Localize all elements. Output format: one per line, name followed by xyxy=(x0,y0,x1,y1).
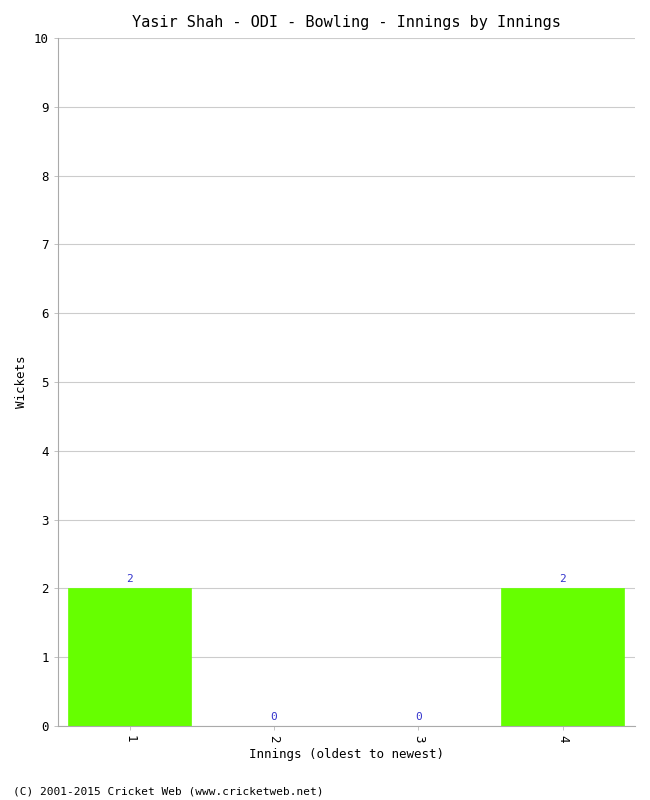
Bar xyxy=(68,588,191,726)
X-axis label: Innings (oldest to newest): Innings (oldest to newest) xyxy=(249,748,444,761)
Text: 0: 0 xyxy=(271,712,278,722)
Y-axis label: Wickets: Wickets xyxy=(15,356,28,408)
Text: 0: 0 xyxy=(415,712,422,722)
Text: 2: 2 xyxy=(560,574,566,584)
Text: (C) 2001-2015 Cricket Web (www.cricketweb.net): (C) 2001-2015 Cricket Web (www.cricketwe… xyxy=(13,786,324,796)
Text: 2: 2 xyxy=(126,574,133,584)
Title: Yasir Shah - ODI - Bowling - Innings by Innings: Yasir Shah - ODI - Bowling - Innings by … xyxy=(132,15,561,30)
Bar xyxy=(501,588,624,726)
